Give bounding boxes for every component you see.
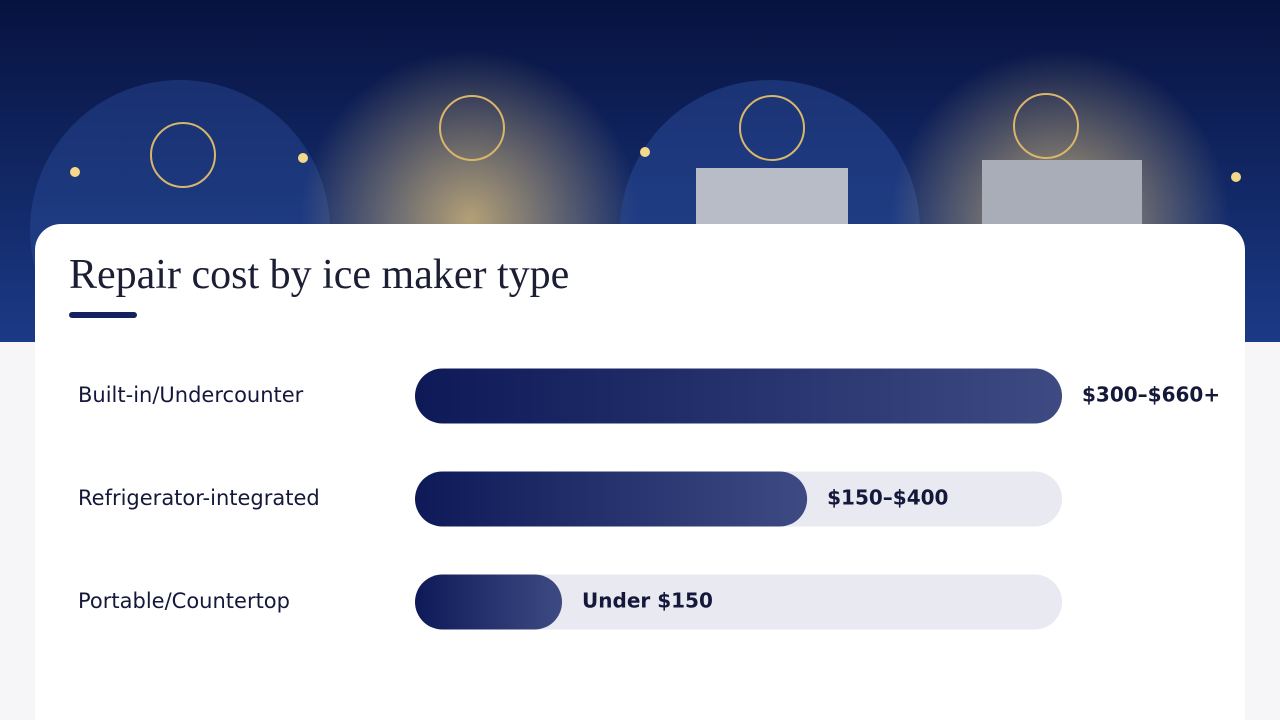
title-underline — [69, 312, 137, 318]
chart-title: Repair cost by ice maker type — [69, 252, 569, 298]
bar-track — [415, 574, 1062, 630]
bar — [415, 574, 563, 630]
category-label: Refrigerator-integrated — [78, 486, 320, 510]
value-label: $150–$400 — [827, 486, 948, 510]
bar — [415, 368, 1062, 424]
bar — [415, 471, 808, 527]
category-label: Portable/Countertop — [78, 589, 290, 613]
category-label: Built-in/Undercounter — [78, 383, 304, 407]
value-label: $300–$660+ — [1082, 383, 1220, 407]
value-label: Under $150 — [582, 589, 713, 613]
